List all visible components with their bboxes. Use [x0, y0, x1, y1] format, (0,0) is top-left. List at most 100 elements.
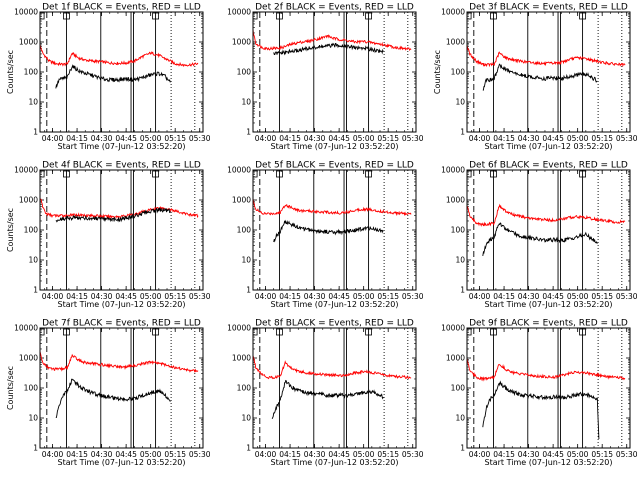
x-tick-label: 04:00 [42, 134, 64, 143]
y-tick-label: 100 [24, 226, 39, 235]
event-marker [365, 170, 372, 178]
y-tick-label: 10 [28, 256, 38, 265]
y-tick-label: 100 [237, 384, 252, 393]
x-tick-label: 04:45 [328, 292, 350, 301]
plot-area [40, 12, 199, 132]
y-tick-label: 10000 [441, 8, 465, 17]
x-tick-label: 05:30 [189, 134, 211, 143]
x-tick-label: 04:15 [493, 292, 515, 301]
panel-title: Det 7f BLACK = Events, RED = LLD [42, 319, 201, 329]
x-tick-label: 05:00 [567, 450, 589, 459]
plot-area [467, 170, 626, 290]
y-tick-label: 1 [460, 128, 465, 137]
x-tick-label: 04:30 [518, 450, 540, 459]
event-marker [579, 170, 586, 178]
x-tick-label: 04:30 [518, 292, 540, 301]
y-tick-label: 10000 [14, 8, 38, 17]
y-tick-label: 1000 [446, 354, 465, 363]
event-marker [63, 12, 70, 20]
x-tick-label: 04:45 [542, 450, 564, 459]
x-tick-label: 04:00 [255, 134, 277, 143]
y-tick-label: 1000 [446, 38, 465, 47]
series-line-lld [40, 349, 199, 373]
y-tick-label: 10 [241, 414, 251, 423]
chart-panel-4: Det 4f BLACK = Events, RED = LLD 1 10 100 10… [6, 161, 211, 310]
y-tick-label: 100 [451, 68, 466, 77]
panel-title: Det 3f BLACK = Events, RED = LLD [469, 3, 628, 13]
event-marker [467, 328, 472, 336]
y-tick-label: 10 [455, 256, 465, 265]
x-tick-label: 04:00 [469, 450, 491, 459]
y-tick-label: 100 [451, 226, 466, 235]
event-marker [276, 12, 283, 20]
series-line-lld [40, 43, 199, 67]
event-marker [490, 12, 497, 20]
event-marker [152, 328, 159, 336]
x-tick-label: 05:00 [353, 450, 375, 459]
x-tick-label: 05:15 [164, 292, 186, 301]
y-tick-label: 1000 [232, 354, 251, 363]
series-line-lld [253, 28, 412, 52]
y-tick-label: 1 [33, 286, 38, 295]
series-line-lld [467, 44, 626, 68]
y-tick-label: 1000 [232, 196, 251, 205]
event-marker [276, 328, 283, 336]
x-tick-label: 05:15 [377, 450, 399, 459]
panel-title: Det 8f BLACK = Events, RED = LLD [255, 319, 414, 329]
series-line-lld [40, 194, 199, 220]
x-tick-label: 04:15 [279, 292, 301, 301]
event-marker [253, 170, 258, 178]
event-marker [40, 12, 45, 20]
plot-frame [39, 11, 204, 133]
x-tick-label: 04:15 [66, 292, 88, 301]
event-marker [152, 170, 159, 178]
event-marker [365, 12, 372, 20]
chart-panel-6: Det 6f BLACK = Events, RED = LLD 1 10 100 10… [441, 161, 638, 310]
x-tick-label: 04:45 [328, 134, 350, 143]
x-tick-label: 05:15 [591, 450, 613, 459]
y-tick-label: 10 [455, 98, 465, 107]
x-tick-label: 04:15 [66, 134, 88, 143]
x-tick-label: 04:15 [279, 450, 301, 459]
x-tick-label: 05:30 [402, 292, 424, 301]
series-line-events [482, 380, 600, 440]
x-tick-label: 04:45 [542, 134, 564, 143]
x-tick-label: 04:00 [255, 450, 277, 459]
event-marker [467, 12, 472, 20]
x-tick-label: 04:00 [469, 134, 491, 143]
x-tick-label: 05:30 [189, 292, 211, 301]
x-tick-label: 04:30 [91, 134, 113, 143]
panel-title: Det 1f BLACK = Events, RED = LLD [42, 3, 201, 13]
y-tick-label: 10000 [227, 166, 251, 175]
panel-title: Det 6f BLACK = Events, RED = LLD [469, 161, 628, 171]
plot-frame [39, 169, 204, 291]
x-tick-label: 05:30 [189, 450, 211, 459]
plot-frame [39, 327, 204, 449]
panel-title: Det 4f BLACK = Events, RED = LLD [42, 161, 201, 171]
panel-title: Det 2f BLACK = Events, RED = LLD [255, 3, 414, 13]
x-tick-label: 05:00 [567, 292, 589, 301]
event-marker [63, 170, 70, 178]
x-axis-label: Start Time (07-Jun-12 03:52:20) [271, 142, 399, 151]
y-tick-label: 10000 [14, 324, 38, 333]
plot-frame [466, 11, 631, 133]
y-tick-label: 1 [246, 128, 251, 137]
y-tick-label: 1 [33, 444, 38, 453]
y-tick-label: 1 [460, 286, 465, 295]
x-tick-label: 04:30 [304, 450, 326, 459]
y-axis-label: Counts/sec [6, 366, 15, 410]
series-line-events [55, 64, 171, 89]
series-line-events [482, 222, 598, 256]
plot-frame [252, 327, 417, 449]
plot-frame [252, 169, 417, 291]
y-tick-label: 100 [24, 68, 39, 77]
x-tick-label: 05:15 [164, 450, 186, 459]
event-marker [276, 170, 283, 178]
x-tick-label: 04:45 [542, 292, 564, 301]
y-tick-label: 10 [241, 256, 251, 265]
x-tick-label: 05:15 [591, 134, 613, 143]
panel-title: Det 9f BLACK = Events, RED = LLD [469, 319, 628, 329]
series-line-events [482, 63, 598, 91]
event-marker [40, 328, 45, 336]
